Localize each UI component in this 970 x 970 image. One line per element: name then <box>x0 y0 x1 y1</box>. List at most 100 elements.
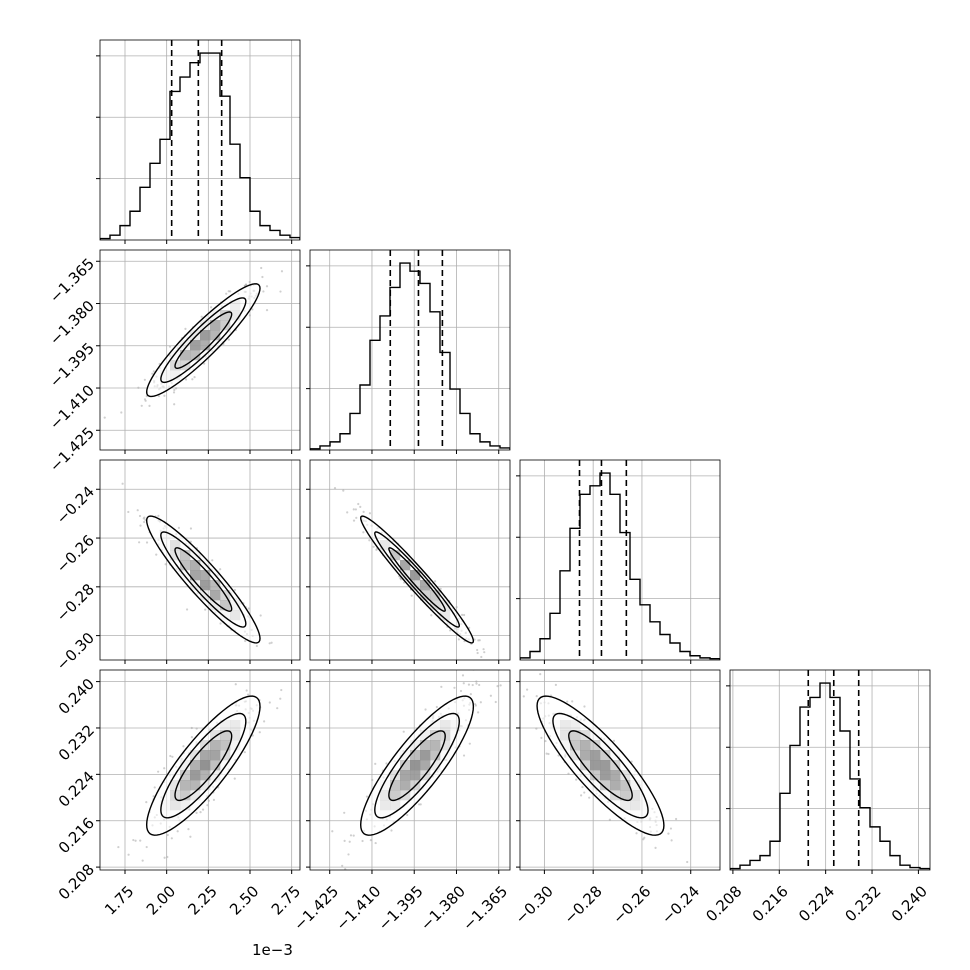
x-tick-label: −0.26 <box>609 882 654 927</box>
sample-point <box>476 648 479 652</box>
sample-point <box>170 837 173 840</box>
sample-point <box>346 511 349 514</box>
sample-point <box>138 541 141 544</box>
x-tick-label: 2.50 <box>226 882 262 918</box>
hist-panel-1 <box>306 249 511 454</box>
sample-point <box>157 514 160 517</box>
histogram-line <box>310 262 510 450</box>
sample-point <box>480 655 483 659</box>
sample-point <box>191 378 194 381</box>
sample-point <box>670 839 673 842</box>
sample-point <box>374 762 377 765</box>
x-tick-label: 2.25 <box>184 882 220 918</box>
sample-point <box>333 487 337 490</box>
sample-point <box>258 731 261 734</box>
sample-point <box>279 697 282 700</box>
sample-point <box>343 811 346 814</box>
sample-point <box>410 594 413 597</box>
sample-point <box>143 516 146 519</box>
sample-point <box>190 736 193 739</box>
sample-point <box>474 704 477 707</box>
sample-point <box>643 836 646 839</box>
sample-point <box>419 803 422 806</box>
sample-point <box>152 795 155 798</box>
sample-point <box>547 752 550 756</box>
sample-point <box>163 856 166 859</box>
sample-point <box>455 606 458 609</box>
sample-point <box>361 839 364 843</box>
sample-point <box>277 665 279 667</box>
contour-line <box>160 297 247 384</box>
sample-point <box>134 839 137 842</box>
x-tick-label: −1.365 <box>459 882 511 934</box>
sample-point <box>516 677 518 679</box>
pair-panel-3-1 <box>306 669 511 874</box>
sample-point <box>461 613 464 616</box>
sample-point <box>669 827 673 830</box>
sample-point <box>141 859 144 862</box>
contour-line <box>160 712 247 819</box>
sample-point <box>270 641 273 644</box>
sample-point <box>276 707 279 710</box>
sample-point <box>344 868 347 870</box>
sample-point <box>144 399 147 402</box>
sample-point <box>143 378 146 381</box>
sample-point <box>260 266 263 270</box>
y-tick-label: 0.232 <box>55 721 98 764</box>
sample-point <box>280 270 284 273</box>
sample-point <box>259 614 262 617</box>
histogram-line <box>520 472 720 660</box>
sample-point <box>244 639 247 643</box>
sample-point <box>459 689 463 693</box>
sample-point <box>612 739 616 742</box>
sample-point <box>581 785 584 789</box>
sample-point <box>210 306 213 309</box>
sample-point <box>219 568 222 571</box>
sample-point <box>566 700 569 703</box>
sample-point <box>251 734 254 737</box>
sample-point <box>121 482 124 485</box>
pair-panel-2-1 <box>306 459 511 664</box>
x-tick-label: 0.224 <box>795 882 838 925</box>
sample-point <box>362 531 365 534</box>
hist-panel-3 <box>726 669 931 874</box>
contour-line <box>568 730 633 802</box>
sample-point <box>575 778 578 781</box>
sample-point <box>544 739 547 743</box>
sample-point <box>369 839 372 842</box>
panel-frame <box>309 669 511 871</box>
sample-point <box>279 290 282 293</box>
y-tick-label: −1.365 <box>46 255 98 307</box>
sample-point <box>127 853 130 856</box>
sample-point <box>139 524 142 527</box>
sample-point <box>462 754 466 757</box>
contour-line <box>145 283 261 398</box>
sample-point <box>430 614 433 617</box>
sample-point <box>355 516 358 519</box>
sample-point <box>140 404 143 407</box>
sample-point <box>580 794 583 797</box>
sample-point <box>233 588 236 592</box>
sample-point <box>475 680 478 683</box>
panel-frame <box>729 669 931 871</box>
sample-point <box>144 518 147 522</box>
sample-point <box>406 813 409 817</box>
sample-point <box>554 683 557 686</box>
sample-point <box>461 674 465 677</box>
sample-point <box>499 684 502 687</box>
sample-point <box>189 527 193 530</box>
panel-frame <box>99 459 301 661</box>
panel-frame <box>99 669 301 871</box>
sample-point <box>163 394 166 397</box>
sample-point <box>190 726 193 730</box>
sample-point <box>171 755 174 758</box>
contour-line <box>552 712 649 819</box>
histogram-line <box>100 52 300 240</box>
sample-point <box>374 841 377 845</box>
x-tick-label: −1.410 <box>332 882 384 934</box>
sample-point <box>234 683 237 686</box>
sample-point <box>227 338 231 341</box>
sample-point <box>145 845 148 849</box>
sample-point <box>251 308 254 311</box>
sample-point <box>152 370 155 373</box>
